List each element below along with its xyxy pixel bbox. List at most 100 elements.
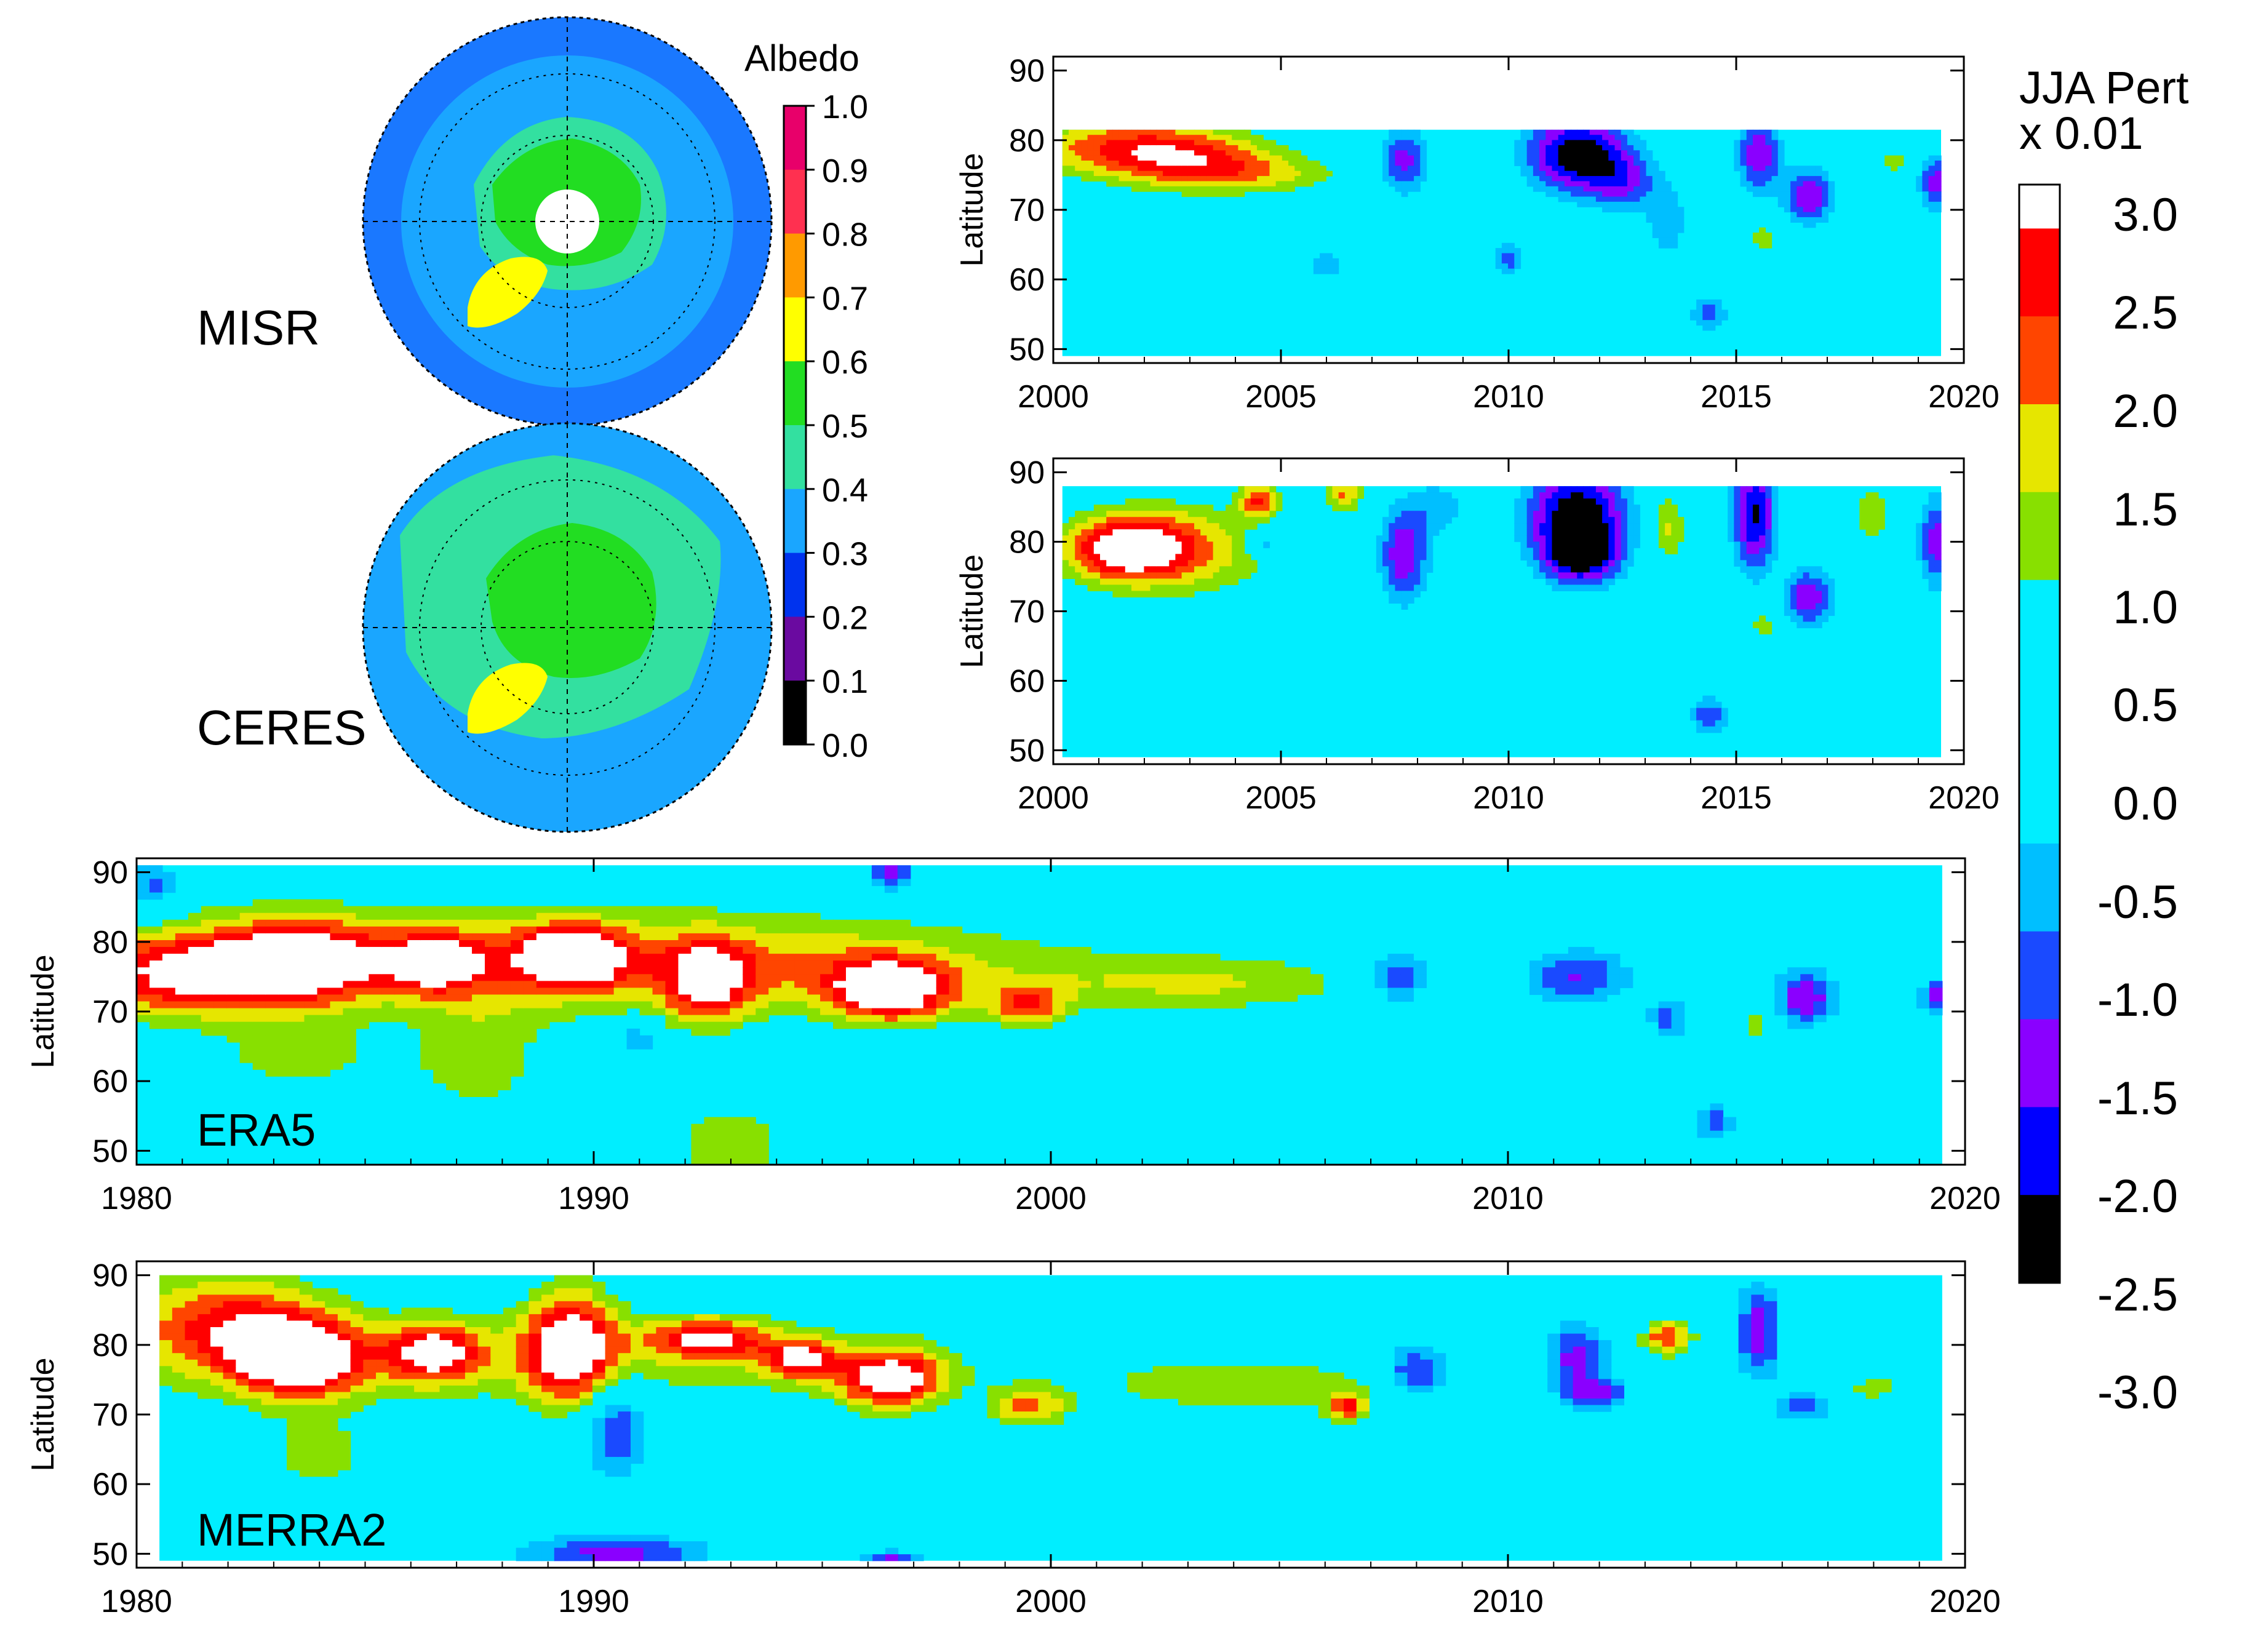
heatmap-cell: [1790, 591, 1797, 597]
heatmap-cell: [1150, 161, 1157, 166]
heatmap-cell: [1602, 566, 1609, 573]
heatmap-cell: [1627, 548, 1634, 554]
heatmap-cell: [1219, 517, 1226, 524]
heatmap-cell: [1796, 566, 1804, 573]
heatmap-cell: [871, 940, 885, 948]
heatmap-cell: [1407, 181, 1414, 187]
heatmap-cell: [1658, 505, 1665, 511]
heatmap-cell: [363, 1392, 377, 1399]
heatmap-cell: [1545, 181, 1553, 187]
heatmap-cell: [704, 1117, 717, 1125]
heatmap-cell: [1627, 560, 1634, 567]
heatmap-cell: [1213, 541, 1220, 548]
heatmap-cell: [1226, 529, 1232, 536]
heatmap-cell: [1374, 974, 1389, 981]
heatmap-cell: [1163, 572, 1170, 579]
heatmap-cell: [1244, 186, 1251, 192]
heatmap-cell: [1759, 628, 1766, 635]
heatmap-cell: [717, 912, 730, 920]
heatmap-cell: [1520, 150, 1528, 156]
heatmap-cell: [1759, 170, 1766, 177]
heatmap-cell: [1374, 960, 1389, 968]
heatmap-cell: [376, 1314, 389, 1322]
heatmap-cell: [1389, 176, 1396, 182]
heatmap-cell: [1740, 135, 1747, 141]
heatmap-cell: [1401, 548, 1408, 554]
heatmap-cell: [691, 912, 704, 920]
heatmap-cell: [575, 967, 589, 975]
heatmap-cell: [401, 1314, 415, 1322]
heatmap-cell: [923, 1008, 937, 1016]
heatmap-cell: [261, 1399, 275, 1406]
heatmap-cell: [541, 1314, 555, 1322]
heatmap-cell: [1602, 135, 1609, 141]
heatmap-cell: [1774, 988, 1788, 996]
heatmap-cell: [1809, 196, 1816, 202]
heatmap-cell: [446, 1035, 460, 1043]
heatmap-cell: [1746, 560, 1753, 567]
heatmap-cell: [1438, 511, 1446, 517]
heatmap-cell: [1514, 253, 1521, 259]
heatmap-cell: [1608, 176, 1616, 182]
heatmap-cell: [1087, 155, 1095, 161]
heatmap-cell: [575, 960, 589, 968]
heatmap-cell: [1232, 135, 1239, 141]
heatmap-cell: [516, 1333, 529, 1341]
heatmap-cell: [1891, 161, 1898, 166]
heatmap-cell: [363, 1320, 377, 1328]
albedo-swatch: [784, 297, 806, 362]
heatmap-cell: [665, 954, 679, 961]
heatmap-cell: [1206, 541, 1214, 548]
heatmap-cell: [317, 974, 331, 981]
heatmap-cell: [1746, 566, 1753, 573]
heatmap-cell: [1413, 967, 1427, 975]
heatmap-cell: [1194, 560, 1201, 567]
heatmap-cell: [1627, 191, 1634, 198]
heatmap-cell: [1752, 578, 1760, 585]
heatmap-cell: [592, 1301, 606, 1308]
heatmap-cell: [1614, 155, 1622, 161]
heatmap-cell: [407, 919, 421, 927]
heatmap-cell: [756, 1130, 769, 1138]
heatmap-cell: [433, 974, 447, 981]
heatmap-cell: [549, 1008, 563, 1016]
heatmap-cell: [1545, 541, 1553, 548]
heatmap-cell: [287, 1307, 300, 1315]
heatmap-cell: [1796, 621, 1804, 629]
heatmap-cell: [1407, 591, 1414, 597]
heatmap-cell: [1564, 566, 1571, 573]
heatmap-cell: [472, 1021, 485, 1029]
heatmap-cell: [1206, 585, 1214, 591]
heatmap-cell: [833, 1008, 847, 1016]
heatmap-cell: [691, 906, 704, 914]
heatmap-cell: [910, 1015, 924, 1023]
heatmap-cell: [287, 1385, 300, 1393]
heatmap-cell: [562, 960, 576, 968]
heatmap-cell: [1144, 517, 1151, 524]
heatmap-cell: [1438, 523, 1446, 530]
heatmap-cell: [490, 1333, 504, 1341]
heatmap-cell: [291, 981, 305, 989]
heatmap-cell: [588, 1008, 602, 1016]
heatmap-cell: [1671, 191, 1678, 198]
heatmap-cell: [1784, 201, 1791, 207]
heatmap-cell: [1181, 981, 1195, 989]
heatmap-cell: [1258, 960, 1272, 968]
heatmap-cell: [343, 1001, 356, 1009]
heatmap-cell: [1577, 129, 1584, 135]
heatmap-cell: [299, 1327, 313, 1335]
heatmap-cell: [312, 1424, 325, 1432]
heatmap-cell: [1219, 161, 1226, 166]
heatmap-cell: [910, 967, 924, 975]
heatmap-cell: [1263, 498, 1270, 505]
heatmap-cell: [1150, 535, 1157, 542]
heatmap-cell: [536, 912, 550, 920]
heatmap-cell: [1156, 535, 1163, 542]
heatmap-cell: [1803, 196, 1810, 202]
heatmap-cell: [1709, 325, 1716, 331]
heatmap-cell: [1407, 140, 1414, 146]
heatmap-cell: [1571, 548, 1577, 554]
heatmap-cell: [503, 1385, 517, 1393]
heatmap-cell: [962, 960, 976, 968]
heatmap-cell: [325, 1295, 338, 1302]
